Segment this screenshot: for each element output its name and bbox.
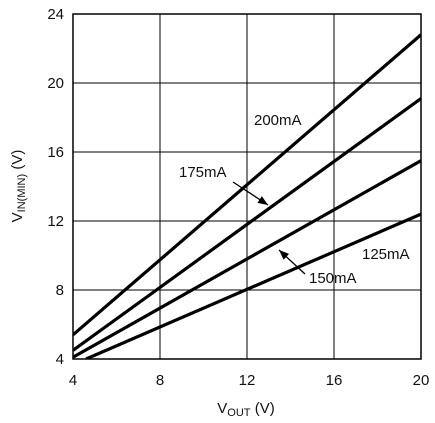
x-tick-label: 12 xyxy=(239,372,256,389)
arrowhead-150mA xyxy=(279,250,290,260)
x-tick-label: 4 xyxy=(69,372,77,389)
series-line-200mA xyxy=(73,33,421,337)
y-tick-label: 12 xyxy=(47,213,64,230)
y-axis-label-unit: (V) xyxy=(9,150,26,174)
y-tick-label: 20 xyxy=(47,75,64,92)
x-tick-label: 20 xyxy=(413,372,430,389)
series-lines xyxy=(73,33,421,359)
series-line-150mA xyxy=(73,159,421,359)
x-tick-label: 8 xyxy=(156,372,164,389)
series-annotations: 200mA 175mA 150mA 125mA xyxy=(179,112,410,287)
arrowhead-175mA xyxy=(257,196,268,205)
x-tick-label: 16 xyxy=(326,372,343,389)
plot-frame xyxy=(72,13,422,360)
y-tick-label: 4 xyxy=(56,351,64,368)
y-tick-label: 8 xyxy=(56,282,64,299)
x-axis-label-main: V xyxy=(217,400,227,417)
y-axis-label: VIN(MIN) (V) xyxy=(9,150,28,223)
series-label-125mA: 125mA xyxy=(362,246,410,263)
series-label-150mA: 150mA xyxy=(309,270,357,287)
y-axis-label-sub: IN(MIN) xyxy=(16,174,28,213)
series-label-200mA: 200mA xyxy=(254,112,302,129)
series-label-175mA: 175mA xyxy=(179,164,227,181)
y-tick-label: 16 xyxy=(47,144,64,161)
y-axis-label-main: V xyxy=(9,212,26,222)
series-line-125mA xyxy=(85,212,421,359)
x-axis-label: VOUT (V) xyxy=(217,400,274,419)
x-axis-label-sub: OUT xyxy=(227,407,251,419)
y-tick-label: 24 xyxy=(47,6,64,23)
series-line-175mA xyxy=(73,97,421,352)
tick-labels: 4 8 12 16 20 4 8 12 16 20 24 xyxy=(47,6,429,389)
x-axis-label-unit: (V) xyxy=(251,400,275,417)
